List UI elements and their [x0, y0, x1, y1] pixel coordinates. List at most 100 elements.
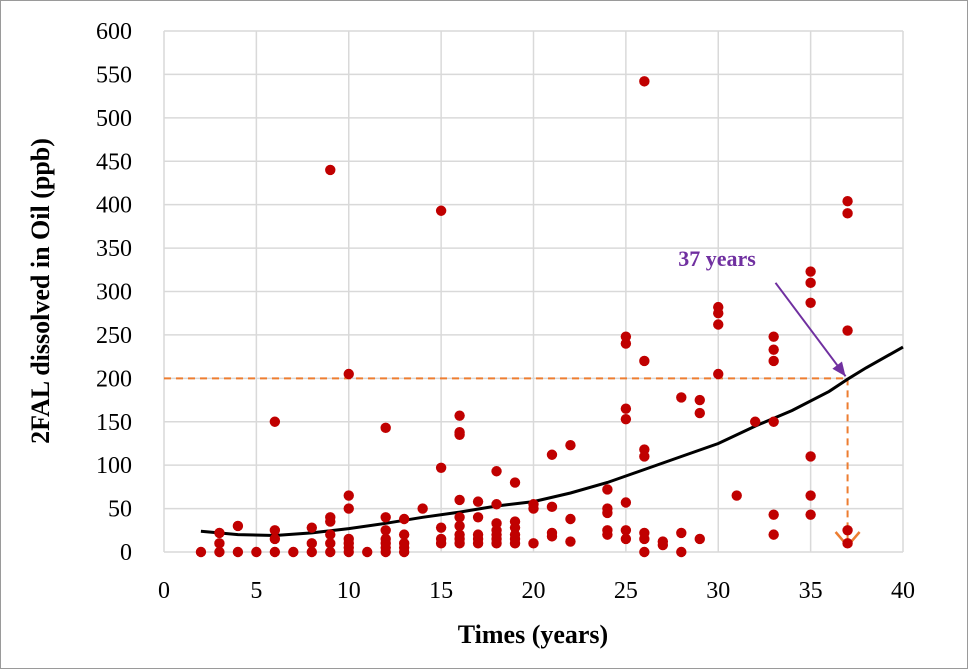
y-tick-label: 450	[96, 149, 132, 175]
data-point	[657, 536, 669, 547]
data-point	[398, 513, 410, 525]
data-point	[602, 484, 613, 495]
data-point	[528, 538, 539, 549]
data-point	[232, 546, 244, 558]
data-point	[269, 533, 281, 545]
data-point	[472, 529, 484, 540]
tick-labels: 0 5 10 15 20 25 30 35 40050100150200250300350400…	[96, 19, 915, 604]
data-point	[343, 368, 354, 380]
data-point	[343, 503, 354, 514]
data-point	[454, 529, 465, 540]
data-point	[713, 368, 724, 380]
x-axis-title: Times (years)	[458, 620, 608, 649]
data-point	[491, 466, 502, 477]
x-tick-label: 20	[522, 578, 546, 604]
trend-curve	[200, 345, 904, 538]
y-tick-label: 400	[96, 193, 132, 219]
data-point	[639, 546, 650, 558]
data-point	[639, 527, 650, 539]
data-point	[269, 546, 281, 558]
data-point	[454, 494, 465, 506]
data-point	[472, 496, 484, 507]
data-point	[694, 394, 705, 406]
data-point	[620, 525, 632, 536]
data-point	[380, 533, 391, 545]
data-point	[842, 195, 853, 207]
x-tick-label: 40	[891, 578, 915, 604]
y-tick-label: 500	[96, 106, 132, 132]
data-point	[546, 501, 558, 513]
grid-lines	[163, 30, 904, 553]
y-tick-label: 50	[108, 497, 132, 523]
data-point	[251, 546, 262, 558]
data-point	[454, 512, 465, 523]
data-point	[325, 164, 336, 176]
data-point	[546, 527, 558, 539]
data-point	[713, 301, 724, 313]
data-point	[435, 522, 447, 533]
data-point	[750, 416, 761, 427]
data-point	[398, 538, 410, 549]
data-point	[565, 439, 576, 451]
data-point	[768, 509, 779, 520]
data-point	[620, 331, 632, 342]
data-point	[435, 462, 447, 473]
data-point	[380, 512, 391, 523]
data-point	[805, 297, 816, 308]
data-point	[620, 403, 632, 414]
data-point	[768, 344, 779, 355]
y-axis-title: 2FAL dissolved in Oil (ppb)	[26, 138, 55, 444]
data-point	[325, 546, 336, 558]
data-point	[214, 546, 225, 558]
data-point	[343, 490, 354, 501]
data-point	[620, 533, 632, 545]
x-tick-label: 25	[614, 578, 638, 604]
x-tick-label: 0	[158, 578, 170, 604]
y-tick-label: 200	[96, 366, 132, 392]
data-point	[435, 205, 447, 216]
data-point	[602, 503, 613, 514]
data-point	[325, 529, 336, 540]
data-point	[805, 451, 816, 462]
data-point	[454, 426, 465, 438]
data-point	[842, 325, 853, 336]
y-tick-label: 300	[96, 280, 132, 306]
y-tick-label: 550	[96, 62, 132, 88]
data-point	[842, 538, 853, 549]
data-point	[491, 499, 502, 510]
annotation-label: 37 years	[678, 246, 756, 271]
data-point	[343, 533, 354, 545]
data-point	[639, 76, 650, 87]
data-point	[214, 538, 225, 549]
data-point	[528, 499, 539, 510]
data-point	[620, 497, 632, 508]
data-point	[805, 266, 816, 277]
y-tick-label: 250	[96, 323, 132, 349]
x-tick-label: 35	[799, 578, 823, 604]
data-points	[195, 76, 853, 558]
data-point	[639, 355, 650, 367]
data-point	[676, 527, 687, 539]
data-point	[269, 416, 281, 427]
data-point	[713, 319, 724, 330]
annotation-arrow-line	[774, 282, 847, 377]
annotation: 37 years	[678, 246, 847, 377]
data-point	[805, 277, 816, 289]
data-point	[435, 533, 447, 545]
data-point	[805, 509, 816, 520]
trend-line	[200, 345, 904, 538]
data-point	[306, 522, 317, 533]
data-point	[620, 413, 632, 425]
data-point	[454, 410, 465, 421]
data-point	[805, 490, 816, 501]
y-tick-label: 0	[120, 540, 132, 566]
data-point	[694, 533, 705, 545]
data-point	[417, 503, 428, 514]
data-point	[380, 422, 391, 434]
data-point	[768, 355, 779, 367]
data-point	[842, 525, 853, 536]
annotation-arrowhead-icon	[832, 361, 846, 377]
data-point	[639, 444, 650, 455]
